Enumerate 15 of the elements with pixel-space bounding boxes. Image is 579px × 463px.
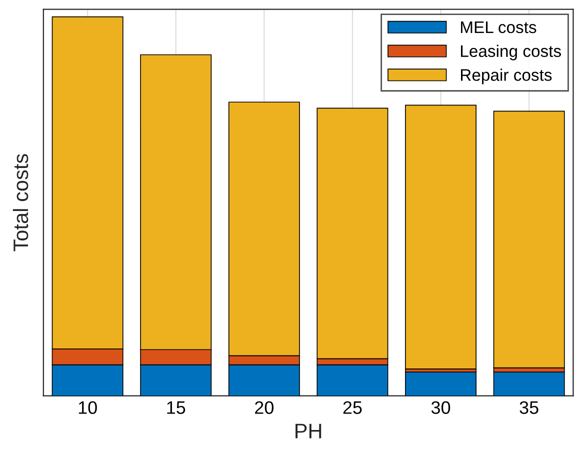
x-tick-label: 15: [167, 401, 186, 414]
bar: [493, 110, 565, 368]
bar: [405, 372, 477, 396]
legend-label: MEL costs: [461, 22, 536, 34]
x-axis-title: PH: [296, 424, 322, 438]
x-tick-label: 25: [343, 401, 362, 414]
x-tick-label: 20: [255, 401, 274, 414]
bar: [405, 104, 477, 370]
x-tick-label: 10: [78, 401, 97, 414]
legend-label: Leasing costs: [461, 44, 561, 60]
bar: [493, 372, 565, 396]
legend-label: Repair costs: [461, 68, 552, 84]
x-tick-label: 35: [520, 401, 538, 414]
y-axis-title: Total costs: [12, 154, 28, 252]
x-tick-label: 30: [431, 401, 450, 414]
